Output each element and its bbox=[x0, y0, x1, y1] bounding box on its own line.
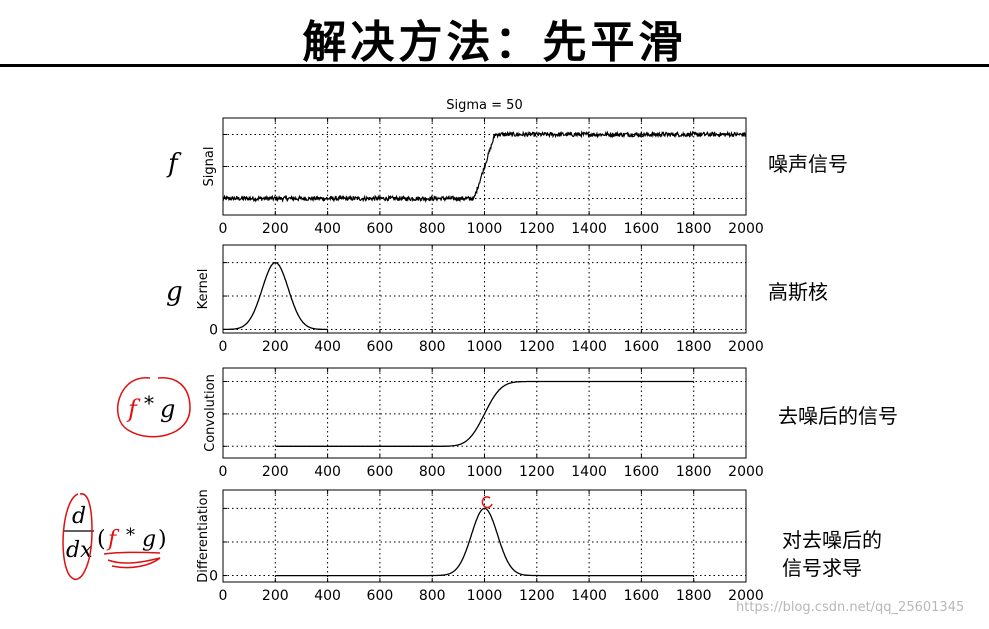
x-tick-label: 600 bbox=[367, 221, 394, 237]
x-tick-label: 1800 bbox=[676, 339, 712, 355]
slide-title: 解决方法：先平滑 bbox=[302, 17, 687, 68]
x-tick-label: 200 bbox=[262, 588, 289, 604]
x-tick-label: 1000 bbox=[467, 464, 503, 480]
y-tick-label: 0 bbox=[209, 322, 218, 338]
x-tick-label: 1000 bbox=[467, 221, 503, 237]
title-rule bbox=[0, 64, 989, 67]
x-tick-label: 1800 bbox=[676, 588, 712, 604]
red-circle-annotation bbox=[116, 377, 191, 438]
side-label-derivative: 对去噪后的 信号求导 bbox=[782, 528, 882, 580]
x-tick-label: 1000 bbox=[467, 339, 503, 355]
x-tick-label: 400 bbox=[314, 588, 341, 604]
x-tick-label: 600 bbox=[367, 339, 394, 355]
side-label-gaussian-kernel: 高斯核 bbox=[768, 280, 828, 304]
y-axis-label: Differentiation bbox=[196, 489, 211, 582]
x-tick-label: 400 bbox=[314, 221, 341, 237]
red-underline-annotation bbox=[103, 551, 161, 555]
x-tick-label: 200 bbox=[262, 339, 289, 355]
x-tick-label: 2000 bbox=[728, 464, 764, 480]
math-label-convolution: f * g bbox=[116, 377, 191, 438]
y-tick-label: 0 bbox=[209, 569, 218, 585]
x-tick-label: 800 bbox=[419, 588, 446, 604]
math-star: * bbox=[126, 525, 135, 546]
x-tick-label: 2000 bbox=[728, 339, 764, 355]
x-tick-label: 1800 bbox=[676, 221, 712, 237]
math-g: g bbox=[142, 527, 156, 552]
series-line bbox=[223, 261, 328, 331]
chart-panel-3: 0 200 400 600 800 1000 1200 1400 1600 1800 2000 Con… bbox=[203, 367, 764, 480]
x-tick-label: 800 bbox=[419, 221, 446, 237]
math-paren-close: ) bbox=[158, 527, 167, 552]
x-tick-label: 1000 bbox=[467, 588, 503, 604]
x-tick-label: 1600 bbox=[624, 588, 660, 604]
x-tick-label: 1200 bbox=[519, 588, 555, 604]
x-tick-label: 1400 bbox=[571, 588, 607, 604]
x-tick-label: 800 bbox=[419, 339, 446, 355]
x-tick-label: 2000 bbox=[728, 588, 764, 604]
x-tick-label: 1600 bbox=[624, 221, 660, 237]
x-tick-label: 200 bbox=[262, 464, 289, 480]
x-tick-label: 600 bbox=[367, 464, 394, 480]
x-tick-label: 1200 bbox=[519, 464, 555, 480]
math-f-red: f bbox=[126, 395, 141, 423]
red-peak-mark bbox=[481, 496, 493, 509]
math-d: d bbox=[72, 504, 86, 529]
side-label-denoised-signal: 去噪后的信号 bbox=[778, 404, 898, 428]
chart-title: Sigma = 50 bbox=[446, 98, 522, 113]
x-tick-label: 1200 bbox=[519, 221, 555, 237]
math-f-red: f bbox=[106, 527, 120, 552]
series-line bbox=[275, 507, 694, 577]
x-tick-label: 1800 bbox=[676, 464, 712, 480]
chart-panel-4: 0 200 400 600 800 1000 1200 1400 1600 1800 20000Di… bbox=[196, 489, 764, 604]
chart-panel-1: 0 200 400 600 800 1000 1200 1400 1600 1800 2000 Sig… bbox=[202, 98, 764, 237]
red-underline-annotation bbox=[107, 557, 161, 569]
x-tick-label: 1200 bbox=[519, 339, 555, 355]
side-label-noisy-signal: 噪声信号 bbox=[768, 152, 848, 176]
x-tick-label: 400 bbox=[314, 339, 341, 355]
x-tick-label: 1400 bbox=[571, 221, 607, 237]
math-paren-open: ( bbox=[97, 527, 106, 552]
x-tick-label: 0 bbox=[219, 339, 228, 355]
series-line bbox=[275, 380, 694, 447]
math-label-derivative: ddx(f * g) bbox=[62, 493, 167, 580]
x-tick-label: 0 bbox=[219, 588, 228, 604]
red-oval-annotation bbox=[62, 493, 93, 580]
math-label-g: g bbox=[166, 277, 183, 307]
x-tick-label: 1600 bbox=[624, 464, 660, 480]
x-tick-label: 0 bbox=[219, 464, 228, 480]
x-tick-label: 1400 bbox=[571, 464, 607, 480]
x-tick-label: 400 bbox=[314, 464, 341, 480]
math-star: * bbox=[144, 391, 154, 415]
chart-panel-2: 0 200 400 600 800 1000 1200 1400 1600 1800 2000 0 Ke… bbox=[196, 244, 764, 355]
x-tick-label: 200 bbox=[262, 221, 289, 237]
math-g: g bbox=[160, 395, 175, 423]
x-tick-label: 1400 bbox=[571, 339, 607, 355]
x-tick-label: 1600 bbox=[624, 339, 660, 355]
x-tick-label: 2000 bbox=[728, 221, 764, 237]
series-line bbox=[222, 130, 747, 203]
y-axis-label: Convolution bbox=[203, 374, 218, 452]
x-tick-label: 600 bbox=[367, 588, 394, 604]
y-axis-label: Kernel bbox=[196, 269, 211, 310]
watermark: https://blog.csdn.net/qq_25601345 bbox=[736, 600, 965, 615]
math-label-f: f bbox=[166, 149, 182, 179]
y-axis-label: Signal bbox=[202, 147, 217, 187]
x-tick-label: 0 bbox=[219, 221, 228, 237]
x-tick-label: 800 bbox=[419, 464, 446, 480]
